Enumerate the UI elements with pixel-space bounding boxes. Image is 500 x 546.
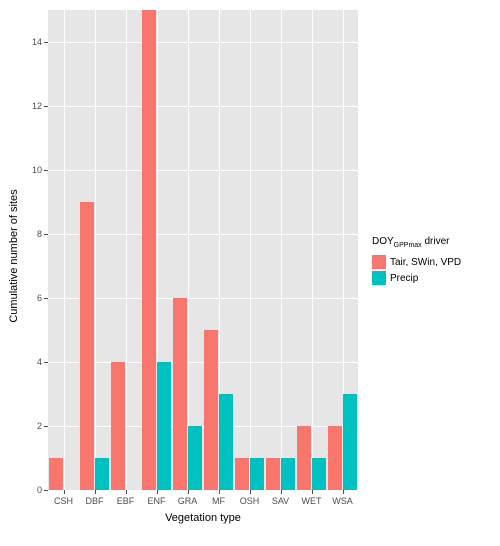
x-tick-label: CSH (54, 496, 73, 506)
x-tick-label: WET (302, 496, 322, 506)
bar (157, 362, 171, 490)
bar (80, 202, 94, 490)
bar (312, 458, 326, 490)
bar (235, 458, 249, 490)
x-tick-label: SAV (272, 496, 289, 506)
y-tick-label: 12 (12, 101, 42, 111)
x-tick-label: WSA (332, 496, 353, 506)
bar (281, 458, 295, 490)
x-tick-label: GRA (178, 496, 198, 506)
legend-label: Precip (390, 273, 418, 284)
figure: CSHDBFEBFENFGRAMFOSHSAVWETWSA 0246810121… (0, 0, 500, 546)
y-tick-label: 4 (12, 357, 42, 367)
x-tick-label: DBF (86, 496, 104, 506)
y-axis-title: Cumulative number of sites (8, 189, 20, 322)
bar (250, 458, 264, 490)
legend-label: Tair, SWin, VPD (390, 257, 461, 268)
bar (266, 458, 280, 490)
x-tick-label: MF (212, 496, 225, 506)
bar (204, 330, 218, 490)
y-tick-label: 14 (12, 37, 42, 47)
legend-item: Precip (372, 271, 461, 285)
bar (297, 426, 311, 490)
bar (188, 426, 202, 490)
legend-title: DOYGPPmax driver (372, 236, 461, 249)
bar (173, 298, 187, 490)
bar (111, 362, 125, 490)
legend: DOYGPPmax driver Tair, SWin, VPD Precip (372, 236, 461, 287)
legend-key (372, 271, 386, 285)
y-tick-label: 10 (12, 165, 42, 175)
bar (219, 394, 233, 490)
bar (142, 10, 156, 490)
legend-key (372, 255, 386, 269)
y-tick-label: 2 (12, 421, 42, 431)
bar (343, 394, 357, 490)
x-tick-label: OSH (240, 496, 260, 506)
legend-item: Tair, SWin, VPD (372, 255, 461, 269)
x-tick-label: EBF (117, 496, 135, 506)
x-tick-label: ENF (148, 496, 166, 506)
bar (49, 458, 63, 490)
x-axis-title: Vegetation type (165, 512, 241, 524)
bar (95, 458, 109, 490)
bar (328, 426, 342, 490)
y-tick-label: 0 (12, 485, 42, 495)
